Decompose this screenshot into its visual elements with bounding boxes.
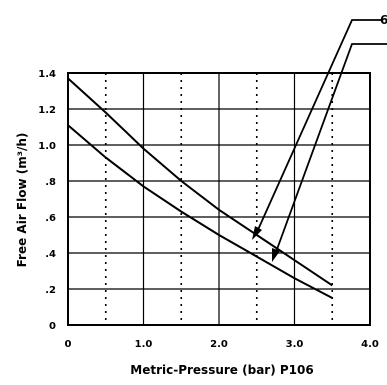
callouts: 6 [252, 13, 387, 262]
x-axis-ticks: 0 1.0 2.0 3.0 4.0 [65, 339, 379, 350]
callout-label-6: 6 [380, 13, 387, 27]
callout-leader-1 [256, 19, 382, 233]
x-tick-label: 2.0 [210, 339, 228, 350]
grid [68, 73, 370, 325]
y-tick-label: .6 [45, 213, 56, 224]
series-lines [67, 77, 333, 299]
series-line-1 [67, 77, 333, 287]
x-tick-label: 0 [65, 339, 72, 350]
callout-arrowhead-2 [272, 248, 280, 262]
y-axis-label: Free Air Flow (m³/h) [15, 133, 29, 268]
y-tick-label: 0 [49, 321, 56, 332]
y-tick-label: .8 [45, 177, 56, 188]
callout-leader-2 [275, 43, 387, 253]
x-tick-label: 3.0 [286, 339, 304, 350]
y-tick-label: .4 [45, 249, 56, 260]
y-axis-ticks: 0 .2 .4 .6 .8 1.0 1.2 1.4 [38, 69, 56, 332]
y-tick-label: 1.4 [38, 69, 56, 80]
y-tick-label: .2 [45, 285, 56, 296]
x-tick-label: 1.0 [135, 339, 153, 350]
series-line-2 [67, 124, 333, 299]
plot-frame [67, 72, 371, 326]
y-tick-label: 1.2 [38, 105, 56, 116]
x-tick-label: 4.0 [361, 339, 379, 350]
y-tick-label: 1.0 [38, 141, 56, 152]
x-axis-label: Metric-Pressure (bar) P106 [130, 363, 313, 377]
callout-arrowhead-1 [252, 226, 262, 240]
